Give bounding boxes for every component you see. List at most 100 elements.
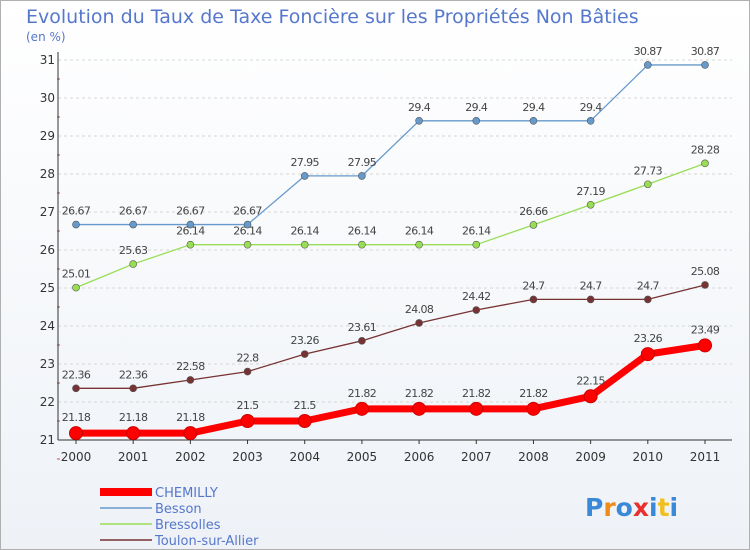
data-point — [472, 240, 481, 249]
data-label: 21.5 — [294, 399, 317, 412]
data-label: 26.67 — [176, 205, 205, 218]
legend-label: Besson — [155, 502, 202, 517]
logo-letter: x — [633, 493, 649, 522]
data-point — [415, 319, 423, 327]
data-point — [469, 401, 484, 416]
y-tick-label: 31 — [40, 53, 55, 67]
y-tick-label: 28 — [40, 167, 55, 181]
data-point — [300, 240, 309, 249]
y-tick-label: 25 — [40, 281, 55, 295]
data-point — [129, 260, 137, 268]
data-point — [701, 281, 709, 289]
data-label: 24.7 — [522, 279, 545, 292]
data-point — [186, 220, 195, 229]
data-label: 23.61 — [348, 321, 377, 334]
data-label: 23.49 — [691, 323, 720, 336]
series-group: 26.67 26.67 26.67 26.67 27.95 27.95 29.4 29.4 29… — [62, 45, 720, 441]
x-tick-label: 2000 — [61, 450, 92, 464]
chart-title: Evolution du Taux de Taxe Foncière sur l… — [26, 6, 639, 28]
axes: 21 22 23 24 25 26 27 28 29 30 31 2000 2001 2002 2003 20… — [40, 52, 732, 464]
legend-label: CHEMILLY — [155, 486, 218, 501]
data-point — [529, 221, 538, 229]
y-tick-label: 22 — [40, 395, 55, 409]
data-label: 25.08 — [691, 265, 720, 278]
data-label: 26.67 — [233, 205, 262, 218]
data-point — [415, 240, 423, 249]
data-label: 27.19 — [576, 185, 605, 198]
data-label: 24.08 — [405, 303, 434, 316]
data-label: 30.87 — [691, 45, 720, 58]
data-point — [640, 347, 655, 362]
logo-letter: i — [670, 493, 679, 522]
data-point — [354, 401, 369, 416]
data-point — [698, 338, 712, 353]
data-label: 26.66 — [519, 205, 548, 218]
x-tick-label: 2010 — [633, 450, 664, 464]
logo-letter: o — [616, 493, 633, 522]
data-point — [129, 220, 137, 229]
data-point — [412, 401, 427, 416]
x-tick-label: 2008 — [518, 450, 549, 464]
logo-letter: t — [658, 493, 670, 522]
data-label: 21.18 — [176, 411, 205, 424]
series-line-3 — [76, 284, 706, 389]
data-point — [129, 384, 137, 393]
data-point — [72, 220, 80, 229]
x-tick-label: 2009 — [575, 450, 606, 464]
data-point — [701, 61, 709, 69]
data-point — [243, 367, 252, 376]
y-tick-label: 26 — [40, 243, 55, 257]
x-tick-label: 2006 — [404, 450, 435, 464]
data-point — [358, 337, 366, 345]
data-point — [69, 426, 83, 441]
series-line-1 — [76, 64, 705, 226]
data-label: 28.28 — [691, 143, 720, 156]
y-tick-label: 27 — [40, 205, 55, 219]
data-point — [583, 389, 598, 404]
y-tick-label: 29 — [40, 129, 55, 143]
data-point — [72, 384, 80, 393]
data-label: 26.14 — [233, 225, 262, 238]
data-label: 25.63 — [119, 244, 148, 257]
data-point — [644, 295, 652, 304]
data-label: 21.82 — [405, 387, 434, 400]
logo-text: Proxiti — [585, 493, 678, 522]
data-label: 30.87 — [634, 45, 663, 58]
data-label: 22.36 — [119, 368, 148, 381]
data-label: 26.67 — [119, 205, 148, 218]
data-point — [358, 240, 366, 249]
data-point — [644, 180, 652, 189]
data-label: 21.5 — [236, 399, 259, 412]
x-tick-label: 2002 — [175, 450, 206, 464]
data-label: 25.01 — [62, 268, 91, 281]
data-label: 22.36 — [62, 368, 91, 381]
logo-letter: r — [603, 493, 616, 522]
proxiti-logo: Proxiti — [585, 493, 678, 522]
x-tick-label: 2007 — [461, 450, 492, 464]
legend-label: Toulon-sur-Allier — [154, 534, 259, 549]
data-label: 26.14 — [176, 225, 205, 238]
x-tick-label: 2004 — [289, 450, 320, 464]
y-tick-label: 24 — [40, 319, 55, 333]
data-point — [186, 376, 195, 384]
data-label: 21.82 — [348, 387, 377, 400]
data-point — [300, 172, 309, 180]
data-label: 22.8 — [236, 352, 259, 365]
logo-letter: P — [585, 493, 603, 522]
data-label: 24.7 — [637, 279, 660, 292]
data-label: 21.18 — [62, 411, 91, 424]
data-label: 26.67 — [62, 205, 91, 218]
data-label: 26.14 — [462, 225, 491, 238]
y-tick-label: 21 — [40, 433, 55, 447]
data-label: 21.82 — [519, 387, 548, 400]
data-label: 26.14 — [290, 225, 319, 238]
x-tick-label: 2005 — [347, 450, 378, 464]
data-label: 27.95 — [290, 156, 319, 169]
logo-letter: i — [649, 493, 658, 522]
data-label: 29.4 — [465, 101, 488, 114]
data-label: 21.82 — [462, 387, 491, 400]
data-label: 22.58 — [176, 360, 205, 373]
y-tick-label: 23 — [40, 357, 55, 371]
data-point — [300, 350, 309, 358]
